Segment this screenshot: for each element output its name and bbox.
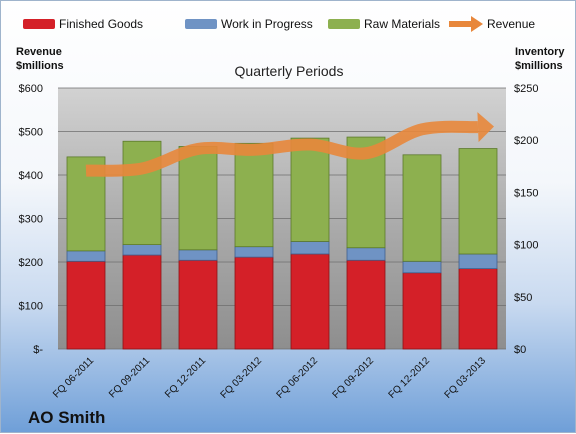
left-axis-title-line1: Revenue <box>16 46 62 58</box>
bar-raw-materials <box>402 154 442 262</box>
bar-work-in-progress <box>178 249 218 261</box>
bar-finished-goods <box>234 256 274 350</box>
legend-label-raw-materials: Raw Materials <box>364 17 441 31</box>
bar-work-in-progress <box>234 246 274 258</box>
legend-swatch-finished-goods <box>23 19 55 29</box>
bar-finished-goods <box>290 253 330 350</box>
bar-finished-goods <box>122 254 162 350</box>
bar-work-in-progress <box>346 247 386 261</box>
bar-work-in-progress <box>402 260 442 274</box>
company-name: AO Smith <box>28 408 106 427</box>
revenue-line <box>85 120 479 177</box>
left-tick-label: $100 <box>19 301 43 313</box>
bar-work-in-progress <box>66 250 106 262</box>
left-axis-title: Revenue $millions <box>16 45 64 73</box>
chart-title: Quarterly Periods <box>234 63 344 79</box>
bar-raw-materials <box>178 146 218 251</box>
left-tick-label: $- <box>33 344 43 356</box>
left-tick-label: $500 <box>19 127 43 139</box>
bar-raw-materials <box>458 148 498 255</box>
bar-work-in-progress <box>458 253 498 270</box>
left-tick-label: $200 <box>19 257 43 269</box>
category-tick-label: FQ 12-2012 <box>387 355 433 401</box>
category-tick-label: FQ 03-2012 <box>219 355 265 401</box>
category-tick-label: FQ 06-2011 <box>51 355 96 400</box>
right-axis-title-line2: $millions <box>515 60 563 72</box>
legend-label-revenue: Revenue <box>487 17 536 31</box>
right-axis-title-line1: Inventory <box>515 46 565 58</box>
bar-work-in-progress <box>290 241 330 255</box>
right-tick-label: $50 <box>514 292 532 304</box>
bar-work-in-progress <box>122 244 162 256</box>
category-tick-label: FQ 09-2011 <box>107 355 152 400</box>
legend-swatch-raw-materials <box>328 19 360 29</box>
right-tick-label: $250 <box>514 83 538 95</box>
bar-finished-goods <box>402 272 442 350</box>
right-tick-label: $0 <box>514 344 526 356</box>
bar-raw-materials <box>234 142 274 248</box>
bar-finished-goods <box>178 259 218 350</box>
right-tick-label: $200 <box>514 135 538 147</box>
revenue-arrowhead <box>477 112 494 143</box>
right-tick-label: $100 <box>514 240 538 252</box>
left-axis-title-line2: $millions <box>16 60 64 72</box>
category-tick-label: FQ 12-2011 <box>163 355 208 400</box>
legend-swatch-work-in-progress <box>185 19 217 29</box>
bar-raw-materials <box>122 140 162 246</box>
bar-finished-goods <box>346 259 386 350</box>
category-tick-label: FQ 03-2013 <box>443 355 489 401</box>
left-tick-label: $400 <box>19 170 43 182</box>
left-tick-label: $600 <box>19 83 43 95</box>
right-axis-title: Inventory $millions <box>515 45 565 73</box>
legend-label-finished-goods: Finished Goods <box>59 17 144 31</box>
legend-label-work-in-progress: Work in Progress <box>221 17 313 31</box>
bar-finished-goods <box>66 260 106 350</box>
bar-finished-goods <box>458 268 498 350</box>
category-tick-label: FQ 06-2012 <box>275 355 321 401</box>
left-tick-label: $300 <box>19 214 43 226</box>
right-tick-label: $150 <box>514 187 538 199</box>
bar-raw-materials <box>290 137 330 242</box>
category-tick-label: FQ 09-2012 <box>331 355 377 401</box>
